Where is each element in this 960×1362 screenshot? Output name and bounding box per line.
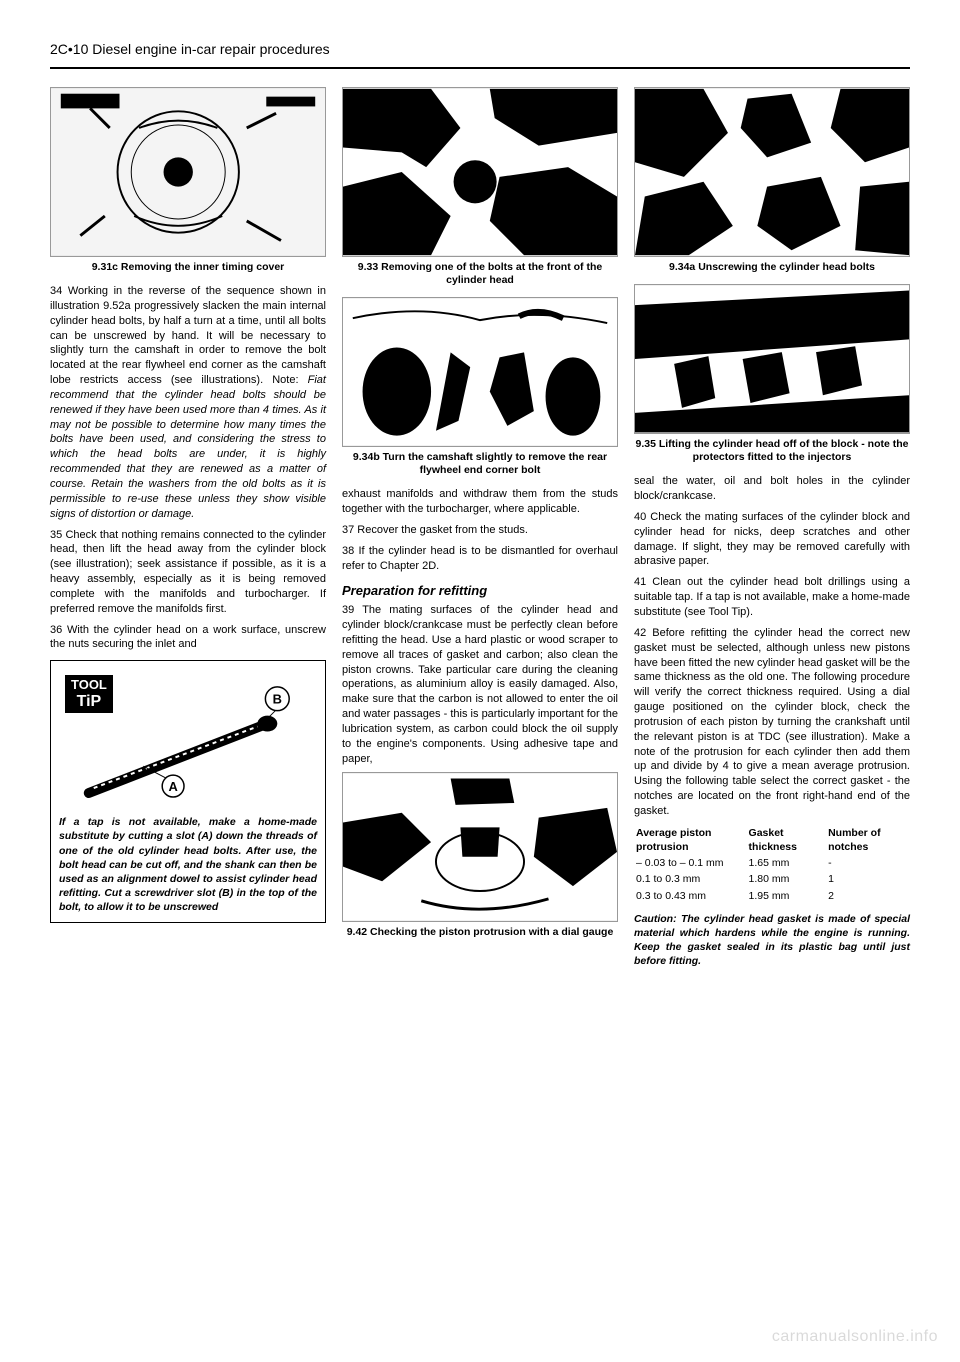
tool-tip-caption: If a tap is not available, make a home-m…: [59, 815, 317, 914]
table-cell: 1.80 mm: [747, 871, 827, 887]
figure-9-31c: 9.31c Removing the inner timing cover: [50, 87, 326, 274]
header-rule: [50, 67, 910, 69]
figure-image: [342, 772, 618, 922]
figure-9-42: 9.42 Checking the piston protrusion with…: [342, 772, 618, 939]
svg-text:B: B: [273, 692, 282, 707]
table-cell: 1.65 mm: [747, 855, 827, 871]
para-note: Fiat recommend that the cylinder head bo…: [50, 374, 326, 520]
figure-caption: 9.31c Removing the inner timing cover: [50, 261, 326, 274]
paragraph-35: 35 Check that nothing remains connected …: [50, 528, 326, 617]
tool-tip-image: TOOL TiP B A: [59, 669, 317, 809]
tool-badge: TOOL TiP: [65, 675, 113, 713]
table-row: – 0.03 to – 0.1 mm 1.65 mm -: [634, 855, 910, 871]
figure-caption: 9.33 Removing one of the bolts at the fr…: [342, 261, 618, 287]
lift-head-illustration: [635, 285, 909, 433]
figure-image: [342, 297, 618, 447]
column-3: 9.34a Unscrewing the cylinder head bolts…: [634, 87, 910, 968]
figure-caption: 9.34b Turn the camshaft slightly to remo…: [342, 451, 618, 477]
gasket-table: Average piston protrusion Gasket thickne…: [634, 825, 910, 904]
table-cell: 2: [826, 888, 910, 904]
para-text: 34 Working in the reverse of the sequenc…: [50, 285, 326, 386]
dial-gauge-illustration: [343, 773, 617, 921]
figure-9-35: 9.35 Lifting the cylinder head off of th…: [634, 284, 910, 464]
figure-caption: 9.34a Unscrewing the cylinder head bolts: [634, 261, 910, 274]
table-header: Number of notches: [826, 825, 910, 855]
table-cell: 1: [826, 871, 910, 887]
tool-tip-box: TOOL TiP B A If a tap is not available, …: [50, 660, 326, 923]
figure-9-34a: 9.34a Unscrewing the cylinder head bolts: [634, 87, 910, 274]
paragraph-37: 37 Recover the gasket from the studs.: [342, 523, 618, 538]
column-1: 9.31c Removing the inner timing cover 34…: [50, 87, 326, 968]
table-cell: 0.1 to 0.3 mm: [634, 871, 747, 887]
section-heading-preparation: Preparation for refitting: [342, 582, 618, 600]
paragraph-41: 41 Clean out the cylinder head bolt dril…: [634, 575, 910, 620]
figure-9-34b: 9.34b Turn the camshaft slightly to remo…: [342, 297, 618, 477]
paragraph-34: 34 Working in the reverse of the sequenc…: [50, 284, 326, 522]
table-cell: – 0.03 to – 0.1 mm: [634, 855, 747, 871]
bolt-removal-illustration: [343, 88, 617, 256]
table-cell: -: [826, 855, 910, 871]
table-header: Average piston protrusion: [634, 825, 747, 855]
figure-image: [634, 284, 910, 434]
paragraph-40: 40 Check the mating surfaces of the cyli…: [634, 510, 910, 569]
paragraph-36: 36 With the cylinder head on a work surf…: [50, 623, 326, 653]
tool-badge-top: TOOL: [71, 678, 107, 692]
engine-timing-cover-illustration: [51, 88, 325, 256]
figure-9-33: 9.33 Removing one of the bolts at the fr…: [342, 87, 618, 287]
content-columns: 9.31c Removing the inner timing cover 34…: [50, 87, 910, 968]
table-cell: 0.3 to 0.43 mm: [634, 888, 747, 904]
camshaft-turn-illustration: [343, 298, 617, 446]
paragraph-cont: exhaust manifolds and withdraw them from…: [342, 487, 618, 517]
paragraph-42: 42 Before refitting the cylinder head th…: [634, 626, 910, 819]
column-2: 9.33 Removing one of the bolts at the fr…: [342, 87, 618, 968]
watermark: carmanualsonline.info: [772, 1326, 938, 1348]
paragraph-38: 38 If the cylinder head is to be dismant…: [342, 544, 618, 574]
page-header: 2C•10 Diesel engine in-car repair proced…: [50, 40, 910, 59]
figure-caption: 9.35 Lifting the cylinder head off of th…: [634, 438, 910, 464]
tool-badge-bottom: TiP: [71, 693, 107, 711]
table-row: 0.3 to 0.43 mm 1.95 mm 2: [634, 888, 910, 904]
paragraph-cont-3: seal the water, oil and bolt holes in th…: [634, 474, 910, 504]
figure-image: [634, 87, 910, 257]
svg-text:A: A: [168, 779, 177, 794]
paragraph-39: 39 The mating surfaces of the cylinder h…: [342, 603, 618, 766]
figure-caption: 9.42 Checking the piston protrusion with…: [342, 926, 618, 939]
unscrew-bolts-illustration: [635, 88, 909, 256]
figure-image: [50, 87, 326, 257]
caution-text: Caution: The cylinder head gasket is mad…: [634, 912, 910, 969]
table-cell: 1.95 mm: [747, 888, 827, 904]
figure-image: [342, 87, 618, 257]
table-header-row: Average piston protrusion Gasket thickne…: [634, 825, 910, 855]
table-header: Gasket thickness: [747, 825, 827, 855]
table-row: 0.1 to 0.3 mm 1.80 mm 1: [634, 871, 910, 887]
